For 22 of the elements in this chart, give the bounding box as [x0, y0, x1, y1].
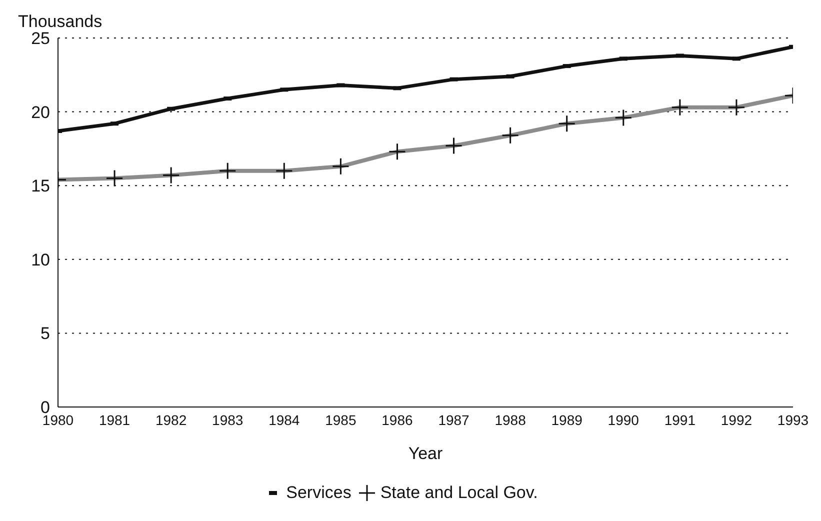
- legend-label: State and Local Gov.: [379, 483, 538, 503]
- y-tick-label: 15: [31, 176, 50, 196]
- y-tick-label: 25: [31, 29, 50, 48]
- x-tick-label: 1983: [212, 412, 244, 428]
- y-axis-title: Thousands: [18, 12, 102, 32]
- x-tick-label: 1988: [494, 412, 526, 428]
- x-tick-label: 1987: [438, 412, 470, 428]
- legend-label: Services: [285, 483, 352, 503]
- x-tick-label: 1993: [777, 412, 809, 428]
- x-tick-label: 1992: [720, 412, 752, 428]
- y-tick-label: 5: [40, 324, 50, 344]
- x-tick-label: 1985: [325, 412, 356, 428]
- x-tick-label: 1981: [98, 412, 130, 428]
- x-tick-label: 1990: [608, 412, 640, 428]
- x-tick-label: 1986: [382, 412, 414, 428]
- y-tick-label: 20: [31, 102, 50, 122]
- x-axis-title: Year: [408, 444, 444, 463]
- y-tick-label: 10: [31, 250, 50, 270]
- x-tick-label: 1989: [551, 412, 583, 428]
- x-tick-label: 1991: [664, 412, 696, 428]
- x-tick-label: 1984: [268, 412, 300, 428]
- x-tick-label: 1982: [156, 412, 187, 428]
